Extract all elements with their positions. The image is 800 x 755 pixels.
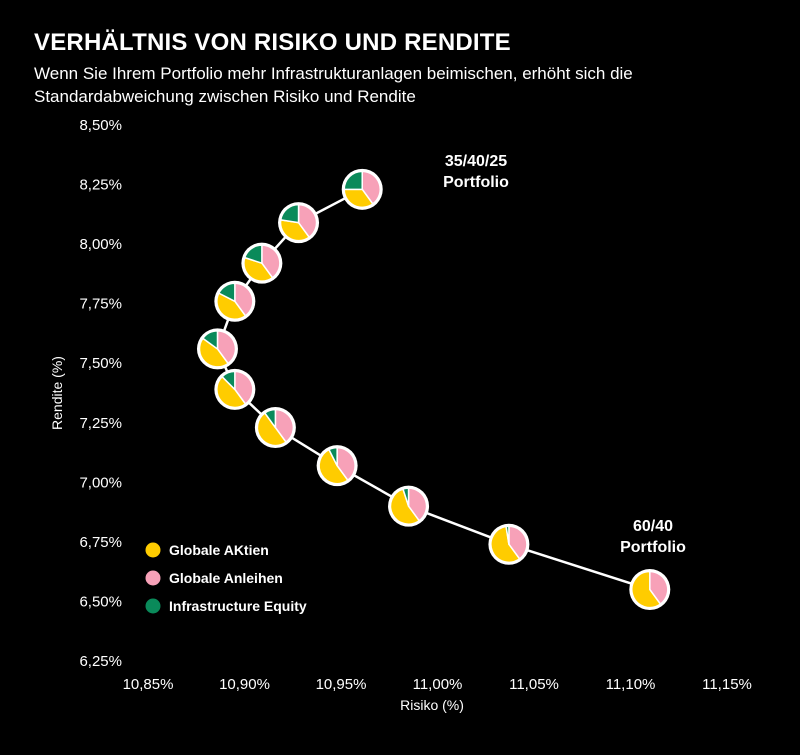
y-axis-label: Rendite (%) (49, 356, 65, 430)
pie-slice-globale-aktien (256, 412, 287, 447)
pie-slice-infrastructure-equity (280, 203, 300, 224)
pie-slice-infrastructure-equity (402, 487, 410, 507)
portfolio-annotation: 35/40/25 (445, 153, 507, 170)
legend-marker (145, 570, 161, 586)
y-tick-label: 7,00% (79, 474, 122, 491)
frontier-line (216, 188, 651, 591)
x-tick-label: 11,10% (606, 676, 656, 693)
chart-title: VERHÄLTNIS VON RISIKO UND RENDITE (34, 29, 511, 56)
y-tick-label: 7,50% (79, 355, 122, 372)
pie-slice-infrastructure-equity (505, 525, 510, 546)
pie-slice-globale-aktien (198, 337, 229, 368)
y-tick-label: 7,25% (79, 415, 122, 432)
pie-slice-infrastructure-equity (343, 170, 363, 191)
pie-slice-globale-aktien (343, 188, 374, 209)
x-tick-label: 10,90% (219, 676, 270, 693)
pie-slice-globale-aktien (490, 525, 521, 563)
pie-slice-globale-anleihen (649, 570, 669, 605)
pie-slice-globale-anleihen (216, 330, 237, 365)
x-tick-label: 11,15% (702, 676, 752, 693)
portfolio-annotation: 60/40 (633, 518, 673, 535)
pie-slice-globale-anleihen (336, 446, 356, 481)
pie-slice-globale-anleihen (261, 244, 281, 279)
pie-slice-globale-aktien (279, 219, 310, 242)
legend-label: Globale AKtien (169, 542, 269, 558)
pie-slice-globale-anleihen (234, 370, 254, 405)
pie-slice-globale-anleihen (407, 487, 428, 522)
pie-slice-globale-aktien (389, 488, 420, 525)
legend-marker (145, 598, 161, 614)
portfolio-annotation: Portfolio (443, 174, 509, 191)
y-tick-label: 6,25% (79, 653, 122, 670)
pie-slice-globale-aktien (216, 292, 247, 321)
pie-slice-infrastructure-equity (264, 408, 277, 429)
y-tick-label: 7,75% (79, 296, 122, 313)
legend-label: Globale Anleihen (169, 570, 283, 586)
pie-slice-globale-anleihen (274, 408, 295, 443)
pie-slice-globale-aktien (243, 256, 274, 282)
pie-slice-infrastructure-equity (221, 370, 236, 391)
x-axis-label: Risiko (%) (400, 697, 464, 713)
pie-slice-globale-aktien (216, 375, 247, 409)
pie-slice-infrastructure-equity (328, 446, 338, 467)
pie-slice-infrastructure-equity (218, 282, 236, 303)
legend-label: Infrastructure Equity (169, 598, 307, 614)
pie-slice-globale-anleihen (297, 203, 318, 238)
pie-slice-infrastructure-equity (244, 244, 263, 264)
x-tick-label: 10,85% (123, 676, 174, 693)
chart-subtitle: Wenn Sie Ihrem Portfolio mehr Infrastruk… (34, 64, 633, 106)
y-tick-label: 8,50% (79, 117, 122, 134)
x-tick-label: 11,00% (413, 676, 463, 693)
y-tick-label: 8,00% (79, 236, 122, 253)
pie-slice-globale-anleihen (361, 170, 381, 205)
portfolio-annotation: Portfolio (620, 539, 686, 556)
pie-slice-infrastructure-equity (202, 330, 219, 350)
legend-marker (145, 542, 161, 558)
x-tick-label: 11,05% (509, 676, 559, 693)
x-tick-label: 10,95% (316, 676, 367, 693)
y-tick-label: 8,25% (79, 177, 122, 194)
y-tick-label: 6,50% (79, 593, 122, 610)
y-tick-label: 6,75% (79, 534, 122, 551)
pie-slice-globale-aktien (318, 448, 349, 485)
pie-slice-globale-anleihen (508, 525, 528, 560)
pie-slice-globale-aktien (631, 570, 662, 609)
pie-slice-globale-anleihen (234, 282, 254, 317)
